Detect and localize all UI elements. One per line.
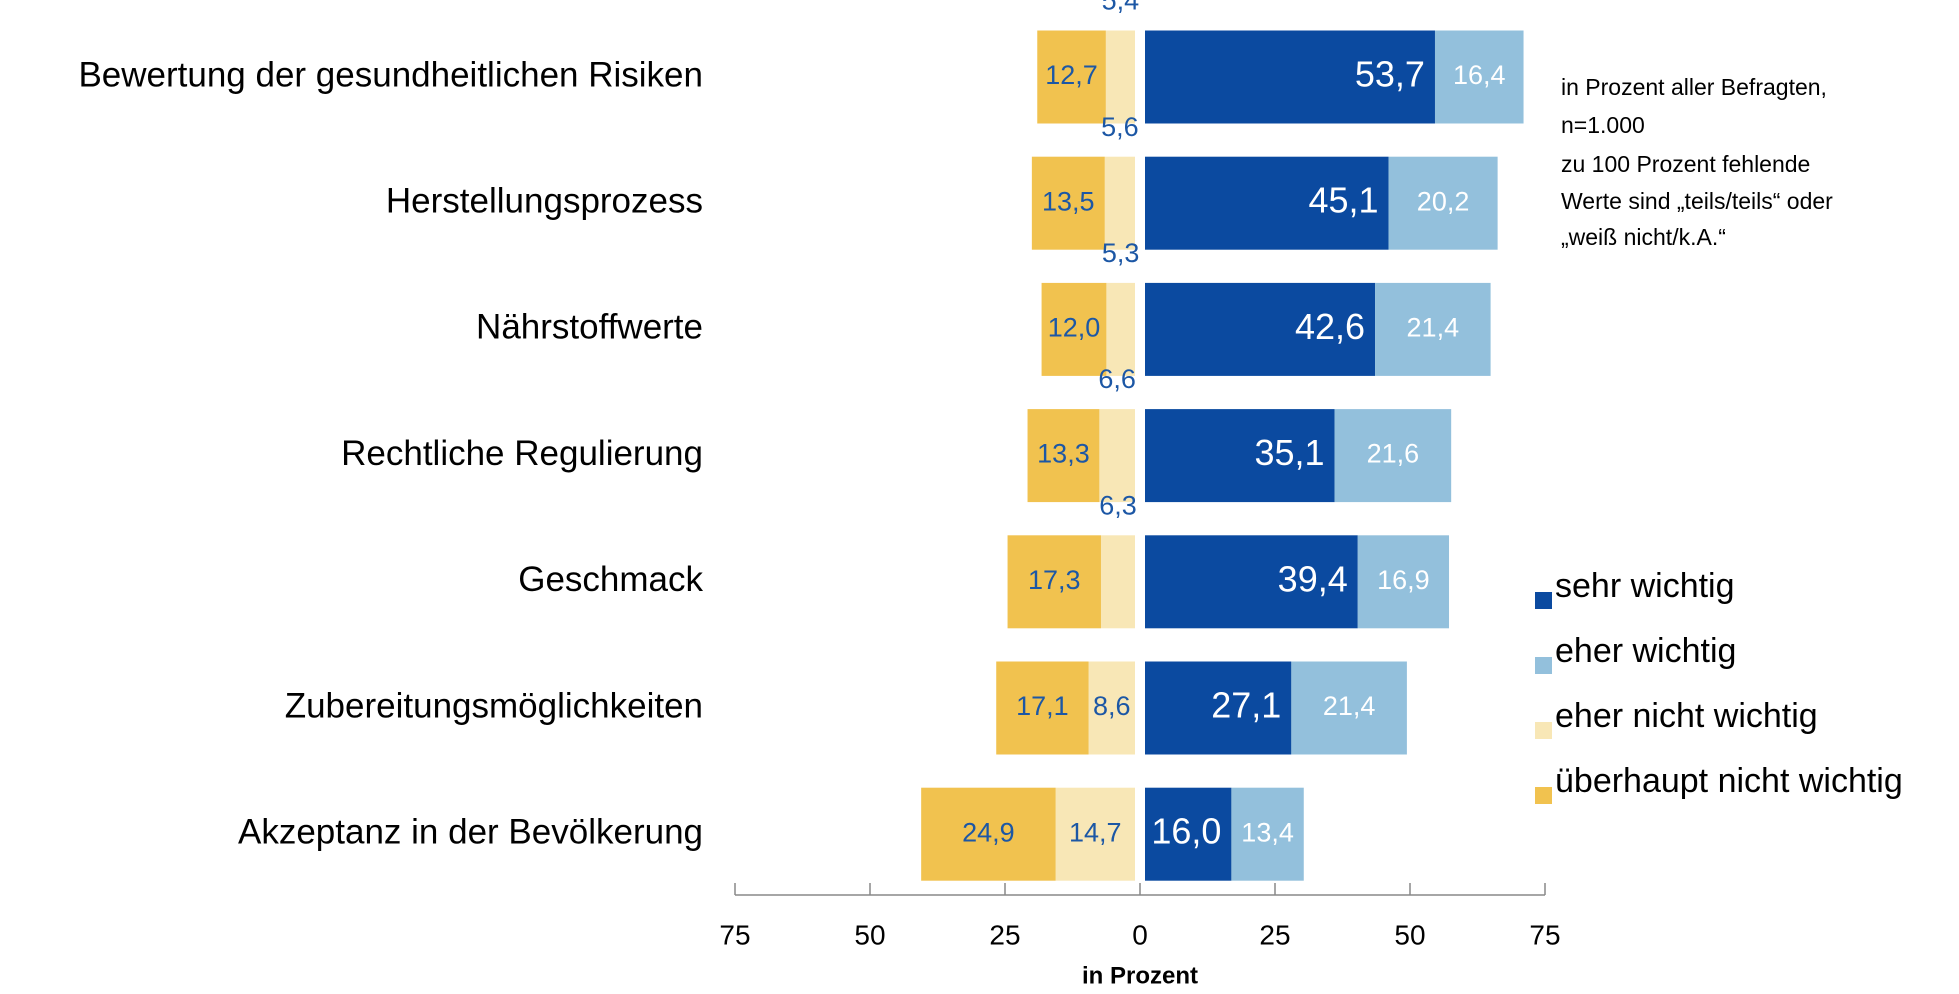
value-label: 14,7: [1069, 817, 1122, 847]
category-label: Geschmack: [518, 560, 703, 599]
bar-segment: [996, 661, 1089, 755]
value-label: 13,3: [1037, 439, 1090, 469]
value-label: 21,4: [1323, 691, 1376, 721]
bar-segment: [1055, 787, 1135, 881]
category-label: Zubereitungsmöglichkeiten: [285, 686, 703, 725]
x-axis-title: in Prozent: [1082, 962, 1198, 989]
value-label: 5,3: [1102, 238, 1140, 268]
bar-segment: [1106, 282, 1135, 376]
value-label: 17,3: [1028, 565, 1081, 595]
value-label: 42,6: [1295, 306, 1365, 347]
bar-segment: [1145, 787, 1232, 881]
bar-segment: [1145, 156, 1389, 250]
legend-label: eher nicht wichtig: [1555, 697, 1818, 735]
x-tick-label: 50: [854, 919, 885, 950]
bar-segment: [1434, 30, 1524, 124]
note: in Prozent aller Befragten,: [1561, 74, 1827, 100]
value-label: 16,0: [1151, 811, 1221, 852]
legend-label: sehr wichtig: [1555, 567, 1735, 605]
x-tick-label: 50: [1394, 919, 1425, 950]
bar-segment: [1031, 156, 1105, 250]
x-tick-label: 25: [1259, 919, 1290, 950]
value-label: 21,6: [1367, 439, 1420, 469]
note: n=1.000: [1561, 112, 1645, 138]
note: zu 100 Prozent fehlende: [1561, 151, 1810, 177]
value-label: 12,7: [1045, 60, 1098, 90]
value-label: 27,1: [1211, 685, 1281, 726]
legend-label: eher wichtig: [1555, 632, 1736, 670]
value-label: 20,2: [1417, 186, 1470, 216]
bar-segment: [1375, 282, 1491, 376]
note: „weiß nicht/k.A.“: [1561, 224, 1726, 250]
bar-segment: [1088, 661, 1135, 755]
value-label: 53,7: [1355, 54, 1425, 95]
x-tick-label: 25: [989, 919, 1020, 950]
value-label: 5,4: [1102, 0, 1140, 16]
bar-segment: [1099, 409, 1135, 503]
x-tick-label: 75: [1529, 919, 1560, 950]
bar-segment: [1037, 30, 1106, 124]
bar-segment: [1145, 535, 1358, 629]
bar-segment: [1145, 661, 1292, 755]
value-label: 16,9: [1377, 565, 1430, 595]
bar-segment: [1027, 409, 1100, 503]
bar-segment: [1104, 156, 1135, 250]
category-label: Herstellungsprozess: [386, 181, 703, 220]
value-label: 21,4: [1407, 313, 1460, 343]
bar-segment: [1145, 30, 1435, 124]
category-label: Bewertung der gesundheitlichen Risiken: [78, 55, 703, 94]
legend-swatch: [1535, 657, 1552, 674]
value-label: 12,0: [1048, 313, 1101, 343]
x-tick-label: 0: [1132, 919, 1148, 950]
legend-swatch: [1535, 722, 1552, 739]
value-label: 45,1: [1308, 180, 1378, 221]
bar-segment: [1105, 30, 1135, 124]
category-label: Nährstoffwerte: [476, 308, 703, 347]
x-tick-label: 75: [719, 919, 750, 950]
value-label: 13,5: [1042, 186, 1095, 216]
bar-segment: [1100, 535, 1135, 629]
note: Werte sind „teils/teils“ oder: [1561, 188, 1833, 214]
bar-segment: [1388, 156, 1498, 250]
value-label: 24,9: [962, 817, 1015, 847]
value-label: 6,3: [1099, 490, 1137, 520]
value-label: 13,4: [1241, 817, 1294, 847]
value-label: 6,6: [1098, 364, 1136, 394]
value-label: 39,4: [1278, 558, 1348, 599]
value-label: 8,6: [1093, 691, 1131, 721]
legend-label: überhaupt nicht wichtig: [1555, 762, 1903, 800]
bar-segment: [1231, 787, 1304, 881]
legend-swatch: [1535, 592, 1552, 609]
value-label: 5,6: [1101, 112, 1139, 142]
bar-segment: [1007, 535, 1101, 629]
bar-segment: [1041, 282, 1107, 376]
bar-segment: [1357, 535, 1450, 629]
category-label: Akzeptanz in der Bevölkerung: [238, 812, 703, 851]
legend-swatch: [1535, 787, 1552, 804]
bar-segment: [921, 787, 1056, 881]
bar-segment: [1145, 409, 1335, 503]
bar-segment: [1291, 661, 1407, 755]
category-label: Rechtliche Regulierung: [341, 434, 703, 473]
value-label: 16,4: [1453, 60, 1506, 90]
value-label: 17,1: [1016, 691, 1069, 721]
bar-segment: [1145, 282, 1376, 376]
value-label: 35,1: [1254, 432, 1324, 473]
bar-segment: [1334, 409, 1452, 503]
